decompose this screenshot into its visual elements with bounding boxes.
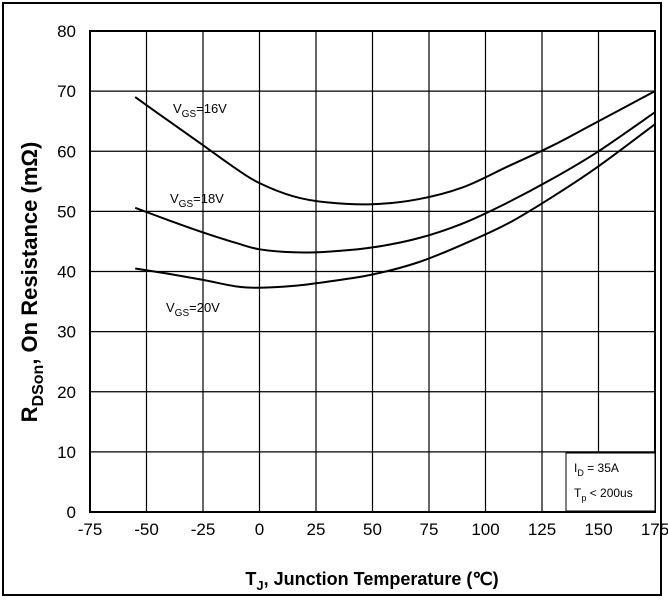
series-line-2 bbox=[135, 123, 656, 289]
y-tick-label: 10 bbox=[57, 443, 76, 462]
x-axis-label: TJ, Junction Temperature (℃) bbox=[245, 569, 498, 593]
series-lines bbox=[134, 90, 656, 289]
y-tick-label: 50 bbox=[57, 202, 76, 221]
y-tick-label: 20 bbox=[57, 383, 76, 402]
y-tick-label: 30 bbox=[57, 323, 76, 342]
y-tick-label: 40 bbox=[57, 263, 76, 282]
x-tick-label: 50 bbox=[363, 520, 382, 539]
y-tick-labels: 0 10 20 30 40 50 60 70 80 bbox=[57, 22, 76, 522]
series-line-1 bbox=[134, 111, 656, 254]
y-tick-label: 60 bbox=[57, 142, 76, 161]
x-tick-label: 75 bbox=[420, 520, 439, 539]
y-tick-label: 0 bbox=[67, 503, 76, 522]
x-tick-label: 0 bbox=[255, 520, 264, 539]
series-label-vgs20: VGS=20V bbox=[166, 300, 220, 319]
plot-area-border bbox=[89, 30, 656, 513]
y-tick-label: 80 bbox=[57, 22, 76, 41]
x-tick-label: 150 bbox=[584, 520, 612, 539]
x-tick-labels: -75 -50 -25 0 25 50 75 100 125 150 175 bbox=[78, 520, 668, 539]
y-axis-label: RDSon, On Resistance (mΩ) bbox=[17, 142, 47, 423]
chart-frame bbox=[2, 2, 662, 596]
x-tick-label: -50 bbox=[134, 520, 159, 539]
x-tick-label: -25 bbox=[191, 520, 216, 539]
x-tick-label: -75 bbox=[78, 520, 103, 539]
y-tick-label: 70 bbox=[57, 82, 76, 101]
x-tick-label: 100 bbox=[471, 520, 499, 539]
x-tick-label: 25 bbox=[307, 520, 326, 539]
x-tick-label: 125 bbox=[528, 520, 556, 539]
annotation-box bbox=[565, 452, 656, 512]
annotation-tp: Tp < 200us bbox=[574, 486, 633, 503]
annotation-id: ID = 35A bbox=[574, 461, 619, 478]
series-label-vgs18: VGS=18V bbox=[170, 191, 224, 210]
x-tick-label: 175 bbox=[641, 520, 668, 539]
series-line-0 bbox=[134, 90, 656, 206]
series-label-vgs16: VGS=16V bbox=[173, 101, 227, 120]
